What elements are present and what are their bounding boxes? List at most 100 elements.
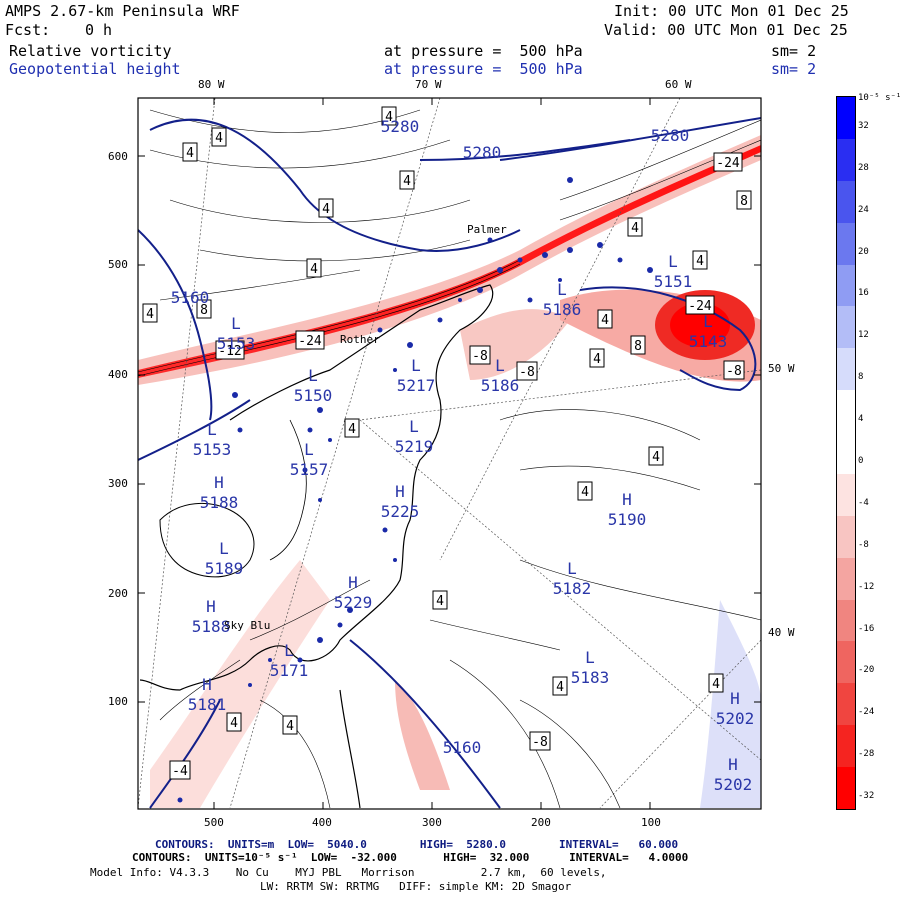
- center-height-value: 5188: [200, 493, 239, 512]
- center-height-value: 5189: [205, 559, 244, 578]
- colorbar-level-label: 16: [858, 288, 869, 299]
- colorbar-cell: [837, 348, 855, 391]
- height-contour-label: 5280: [381, 117, 420, 136]
- vorticity-label-box: [627, 217, 643, 237]
- low-center-symbol: L: [304, 440, 314, 459]
- colorbar-level-label: -24: [858, 707, 875, 718]
- footer-height-contours: CONTOURS: UNITS=m LOW= 5040.0 HIGH= 5280…: [155, 838, 679, 851]
- height-contours: [138, 117, 761, 809]
- colorbar-level-label: -4: [858, 497, 869, 508]
- center-height-value: 5219: [395, 437, 434, 456]
- vorticity-label: -4: [172, 764, 188, 779]
- low-center-symbol: L: [207, 420, 217, 439]
- colorbar-cell: [837, 683, 855, 726]
- forecast-hour: 0 h: [85, 21, 113, 39]
- x-tick-200: 200: [531, 816, 551, 829]
- vorticity-shade-sw: [150, 560, 330, 808]
- vorticity-label-box: [432, 590, 448, 610]
- vorticity-label-box: [597, 309, 613, 329]
- height-contour-label: 5280: [651, 126, 690, 145]
- vorticity-label-box: [215, 340, 245, 360]
- vorticity-label-box: [169, 760, 191, 780]
- vorticity-label-box: [306, 258, 322, 278]
- low-center-symbol: L: [219, 539, 229, 558]
- vorticity-label-box: [282, 715, 298, 735]
- colorbar-level-label: 8: [858, 372, 864, 383]
- lon-label-70w: 70 W: [415, 78, 442, 91]
- height-contour-label: 5280: [463, 143, 502, 162]
- vorticity-label: 4: [712, 677, 720, 692]
- vorticity-label: 4: [696, 254, 704, 269]
- y-tick-400: 400: [108, 368, 128, 381]
- vorticity-label: 4: [601, 313, 609, 328]
- lon-label-40w: 40 W: [768, 626, 795, 639]
- colorbar-level-label: -28: [858, 749, 875, 760]
- center-height-value: 5190: [608, 510, 647, 529]
- colorbar-cell: [837, 138, 855, 182]
- vorticity-label-box: [318, 198, 334, 218]
- plot-title: AMPS 2.67-km Peninsula WRF: [5, 2, 240, 20]
- colorbar-level-label: -16: [858, 623, 875, 634]
- high-center-symbol: H: [728, 755, 738, 774]
- high-center-symbol: H: [730, 689, 740, 708]
- colorbar-level-label: 28: [858, 162, 869, 173]
- center-height-value: 5188: [192, 617, 231, 636]
- vorticity-shade-south: [395, 680, 450, 790]
- vorticity-label-box: [708, 673, 724, 693]
- height-contour-label: 5160: [171, 288, 210, 307]
- init-time: Init: 00 UTC Mon 01 Dec 25: [614, 2, 849, 20]
- low-center-symbol: L: [409, 417, 419, 436]
- vorticity-label: 4: [652, 450, 660, 465]
- vorticity-label: -12: [218, 344, 241, 359]
- lon-label-80w: 80 W: [198, 78, 225, 91]
- colorbar-cell: [837, 97, 855, 140]
- y-tick-100: 100: [108, 695, 128, 708]
- vorticity-label-box: [211, 127, 227, 147]
- center-height-value: 5225: [381, 502, 420, 521]
- low-center-symbol: L: [284, 641, 294, 660]
- vorticity-label-box: [381, 106, 397, 126]
- vorticity-label-box: [685, 295, 715, 315]
- center-height-value: 5217: [397, 376, 436, 395]
- vorticity-shade-positive-se: [700, 600, 761, 808]
- colorbar-cell: [837, 725, 855, 768]
- field2-smoothing: sm= 2: [771, 60, 817, 78]
- graticule: [138, 98, 761, 809]
- coastline: [139, 284, 494, 691]
- vorticity-label-box: [736, 190, 752, 210]
- low-center-symbol: L: [557, 280, 567, 299]
- vorticity-label: 4: [230, 716, 238, 731]
- field1-name: Relative vorticity: [9, 42, 172, 60]
- field2-pressure: at pressure = 500 hPa: [384, 60, 583, 78]
- valid-time: Valid: 00 UTC Mon 01 Dec 25: [604, 21, 848, 39]
- vorticity-label: 4: [581, 485, 589, 500]
- vorticity-label-box: [630, 335, 646, 355]
- y-tick-500: 500: [108, 258, 128, 271]
- high-center-symbol: H: [395, 482, 405, 501]
- vorticity-label-box: [182, 142, 198, 162]
- footer-physics: LW: RRTM SW: RRTMG DIFF: simple KM: 2D S…: [260, 880, 572, 893]
- center-height-value: 5183: [571, 668, 610, 687]
- colorbar-level-label: -32: [858, 791, 875, 802]
- colorbar-level-label: -12: [858, 581, 875, 592]
- y-tick-200: 200: [108, 587, 128, 600]
- low-center-symbol: L: [668, 252, 678, 271]
- center-height-value: 5202: [714, 775, 753, 794]
- height-contour-label: 5160: [443, 738, 482, 757]
- vorticity-label: 4: [310, 262, 318, 277]
- vorticity-label: 4: [556, 680, 564, 695]
- low-center-symbol: L: [495, 356, 505, 375]
- vorticity-label: 4: [286, 719, 294, 734]
- colorbar-cell: [837, 264, 855, 307]
- colorbar-level-label: 0: [858, 456, 864, 466]
- colorbar-level-label: 20: [858, 246, 869, 257]
- forecast-label: Fcst:: [5, 21, 51, 39]
- footer-model-info: Model Info: V4.3.3 No Cu MYJ PBL Morriso…: [90, 866, 607, 879]
- high-center-symbol: H: [202, 675, 212, 694]
- colorbar-level-label: -20: [858, 665, 875, 676]
- center-height-value: 5181: [188, 695, 227, 714]
- place-sky-blu: Sky Blu: [224, 619, 271, 632]
- vorticity-label-box: [295, 330, 325, 350]
- low-center-symbol: L: [231, 314, 241, 333]
